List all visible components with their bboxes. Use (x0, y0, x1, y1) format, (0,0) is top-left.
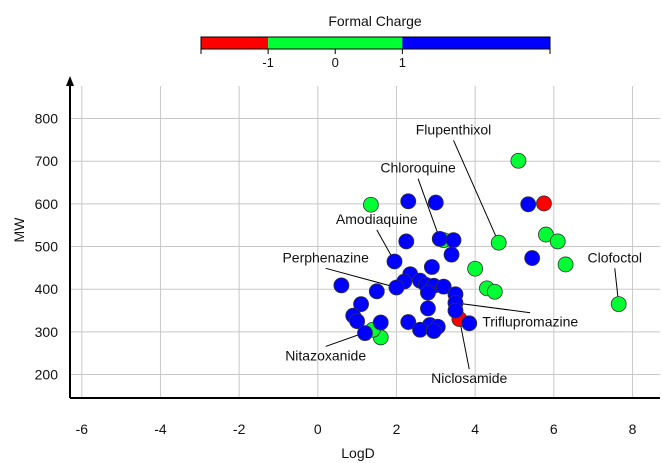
legend-ticks: -1 0 1 (200, 49, 551, 70)
data-point (333, 277, 350, 294)
data-point (386, 253, 403, 270)
data-point (420, 300, 436, 317)
annotation-leader (455, 302, 531, 314)
annotation-leader (458, 318, 470, 370)
data-point (425, 323, 442, 339)
data-point (486, 283, 503, 300)
data-point (388, 279, 405, 296)
x-tick-label: -6 (76, 421, 89, 437)
data-point (423, 259, 440, 275)
data-point (443, 246, 460, 263)
legend-title: Formal Charge (328, 13, 422, 29)
data-point (510, 152, 527, 169)
y-axis-arrow (66, 76, 74, 86)
data-point (435, 278, 452, 295)
y-axis-label: MW (11, 217, 27, 243)
legend-tick-label: 1 (399, 55, 406, 70)
data-point (398, 233, 415, 250)
data-point (447, 302, 464, 319)
annotation-label: Flupenthixol (416, 121, 492, 137)
annotation-labels: Flupenthixol Chloroquine Amodiaquine Perphe… (282, 121, 642, 386)
data-point (445, 232, 462, 249)
annotation-leader (325, 267, 397, 288)
data-point (610, 296, 627, 313)
x-tick-label: 4 (471, 421, 479, 437)
data-point (467, 260, 484, 277)
annotation-leader (417, 178, 441, 240)
data-point (349, 313, 366, 330)
x-axis-label: LogD (341, 445, 374, 461)
annotation-label: Clofoctol (588, 249, 642, 265)
legend-segment (402, 37, 550, 49)
x-tick-label: 2 (393, 421, 401, 437)
data-point (524, 250, 541, 266)
y-tick-label: 500 (35, 239, 59, 255)
annotation-label: Amodiaquine (336, 211, 418, 227)
y-tick-label: 800 (35, 111, 59, 127)
data-point (538, 226, 554, 243)
data-point (520, 196, 537, 213)
annotation-label: Nitazoxanide (285, 347, 366, 363)
legend-segment (201, 37, 269, 49)
annotation-label: Chloroquine (380, 160, 456, 176)
data-point (412, 321, 428, 338)
y-tick-label: 600 (35, 196, 59, 212)
data-point (420, 284, 436, 301)
formal-charge-legend: Formal Charge -1 0 1 (200, 13, 551, 70)
y-tick-label: 200 (35, 367, 59, 383)
x-tick-label: 8 (629, 421, 637, 437)
annotation-label: Triflupromazine (482, 314, 578, 330)
data-point (362, 196, 379, 213)
data-points (333, 152, 627, 346)
legend-tick-label: 0 (332, 55, 339, 70)
data-point (400, 193, 417, 210)
data-point (368, 283, 385, 300)
annotation-label: Niclosamide (431, 370, 507, 386)
annotation-leaders (325, 140, 620, 370)
x-tick-label: 6 (550, 421, 558, 437)
data-point (431, 230, 448, 247)
axes (66, 76, 660, 399)
x-tick-label: -2 (233, 421, 246, 437)
annotation-label: Perphenazine (282, 249, 369, 265)
data-point (461, 315, 478, 332)
y-tick-label: 300 (35, 324, 59, 340)
data-point (557, 256, 574, 273)
data-point (372, 314, 389, 331)
data-point (357, 325, 373, 342)
legend-tick-label: -1 (262, 55, 274, 70)
data-point (353, 296, 369, 313)
tick-labels: -6 -4 -2 0 2 4 6 8 200 300 400 500 600 700 800 (35, 111, 637, 437)
legend-colorbar (200, 36, 551, 50)
x-tick-label: 0 (314, 421, 322, 437)
y-tick-label: 400 (35, 281, 59, 297)
data-point (536, 195, 552, 212)
data-point (427, 194, 444, 211)
x-tick-label: -4 (154, 421, 167, 437)
data-point (549, 233, 566, 250)
data-point (490, 234, 507, 251)
annotation-leader (453, 140, 500, 243)
legend-border (200, 36, 551, 50)
legend-segment (268, 37, 403, 49)
data-point (400, 314, 417, 330)
y-tick-label: 700 (35, 153, 59, 169)
